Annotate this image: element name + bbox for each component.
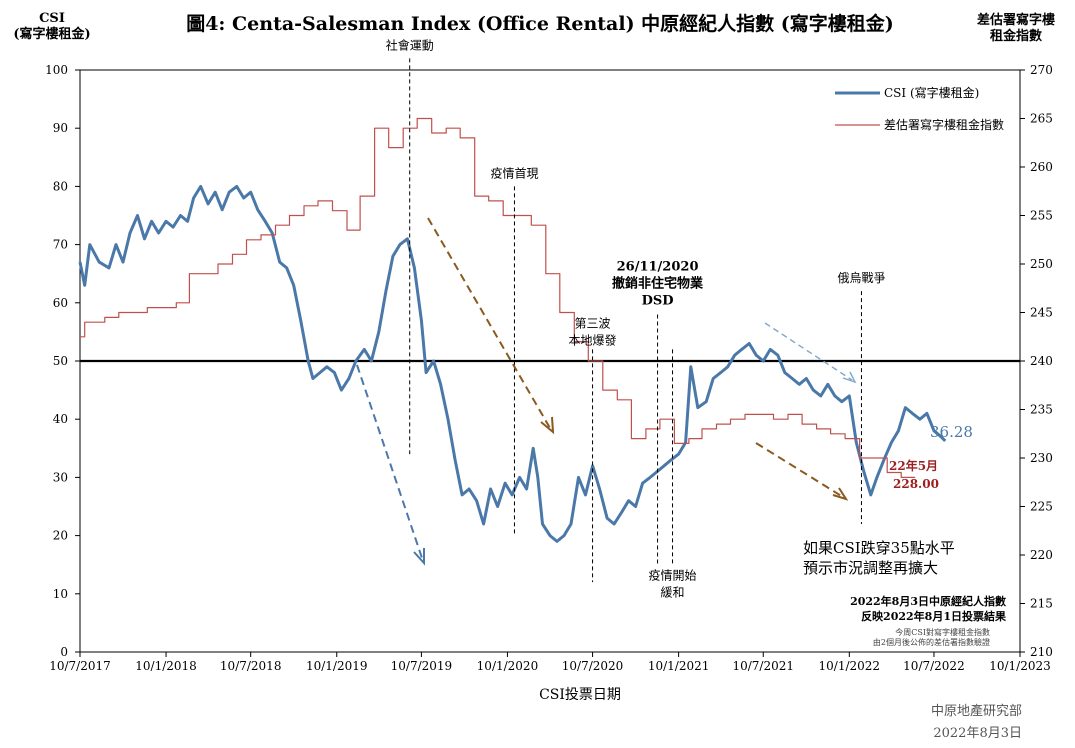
x-tick-label: 10/7/2020	[562, 659, 624, 673]
note-small-line1: 今周CSI對寫字樓租金指數	[895, 627, 990, 637]
y-right-tick-label: 225	[1030, 500, 1053, 514]
arrows	[356, 217, 857, 566]
source-label: 中原地產研究部	[931, 703, 1022, 719]
event-label-ease: 緩和	[661, 586, 685, 600]
event-label-ease: 疫情開始	[649, 568, 697, 583]
arrow-blue-down-2-head	[842, 371, 857, 384]
event-label-wave3: 本地爆發	[569, 332, 617, 347]
event-label-wave3: 第三波	[575, 316, 611, 330]
y-right-tick-label: 215	[1030, 597, 1053, 611]
y-left-tick-label: 0	[60, 645, 68, 659]
legend-label-dsd: 差估署寫字樓租金指數	[884, 117, 1004, 132]
date-label: 2022年8月3日	[933, 726, 1022, 741]
y-right-tick-label: 265	[1030, 112, 1053, 126]
y-right-tick-label: 245	[1030, 306, 1053, 320]
y-right-tick-label: 255	[1030, 209, 1053, 223]
x-tick-label: 10/7/2022	[903, 659, 965, 673]
note-csi-35-line1: 如果CSI跌穿35點水平	[803, 539, 955, 557]
arrow-brown-down-1	[427, 217, 551, 429]
x-tick-label: 10/1/2022	[819, 659, 881, 673]
x-axis-label: CSI投票日期	[539, 687, 621, 703]
event-label-dsd: DSD	[642, 293, 674, 308]
x-tick-label: 10/1/2023	[989, 659, 1051, 673]
ticks-layer: 0 10 20 30 40 50 60 70 80 90 100 210 215 220 225 230 235…	[45, 63, 1053, 673]
x-tick-label: 10/1/2021	[648, 659, 710, 673]
y-left-tick-label: 10	[53, 587, 68, 601]
y-right-tick-label: 220	[1030, 548, 1053, 562]
event-label-war: 俄烏戰爭	[837, 271, 885, 285]
y-right-tick-label: 260	[1030, 160, 1053, 174]
dsd-last-value: 228.00	[893, 477, 939, 491]
y-left-tick-label: 70	[53, 238, 68, 252]
y-right-tick-label: 230	[1030, 451, 1053, 465]
note-date-line2: 反映2022年8月1日投票結果	[861, 609, 1006, 623]
chart-title: 圖4: Centa-Salesman Index (Office Rental)…	[186, 12, 894, 35]
y-right-tick-label: 250	[1030, 257, 1053, 271]
arrow-brown-down-2-head	[832, 487, 849, 501]
y-right-tick-label: 240	[1030, 354, 1053, 368]
left-axis-title-line1: CSI	[39, 11, 65, 26]
series-line-dsd	[80, 117, 916, 478]
event-label-social: 社會運動	[386, 37, 434, 52]
note-date-line1: 2022年8月3日中原經紀人指數	[850, 594, 1006, 608]
y-left-tick-label: 80	[53, 179, 68, 193]
note-small-line2: 由2個月後公佈的差估署指數驗證	[873, 637, 990, 647]
y-left-tick-label: 30	[53, 470, 68, 484]
arrow-brown-down-1-head	[540, 416, 555, 435]
arrow-blue-down-1-head	[413, 548, 425, 566]
y-left-tick-label: 20	[53, 529, 68, 543]
event-label-dsd: 26/11/2020	[617, 259, 699, 274]
legend: CSI (寫字樓租金) 差估署寫字樓租金指數	[835, 85, 1004, 132]
right-axis-title-line1: 差估署寫字樓	[977, 12, 1055, 28]
y-right-tick-label: 210	[1030, 645, 1053, 659]
y-left-tick-label: 50	[53, 354, 68, 368]
arrow-blue-down-1	[356, 364, 423, 559]
csi-last-value: 36.28	[930, 423, 973, 441]
y-left-tick-label: 40	[53, 412, 68, 426]
dsd-last-date: 22年5月	[889, 458, 938, 473]
y-right-tick-label: 270	[1030, 63, 1053, 77]
left-axis-title-line2: (寫字樓租金)	[13, 26, 90, 42]
y-left-tick-label: 100	[45, 63, 68, 77]
x-tick-label: 10/1/2020	[477, 659, 539, 673]
right-axis-title-line2: 租金指數	[990, 28, 1042, 44]
x-tick-label: 10/1/2018	[135, 659, 197, 673]
legend-label-csi: CSI (寫字樓租金)	[884, 85, 979, 100]
arrow-brown-down-2	[755, 442, 844, 498]
y-right-tick-label: 235	[1030, 403, 1053, 417]
x-tick-label: 10/7/2021	[732, 659, 794, 673]
x-tick-label: 10/1/2019	[306, 659, 368, 673]
x-tick-label: 10/7/2018	[220, 659, 282, 673]
series-layer	[78, 117, 1020, 543]
series-line-csi	[78, 184, 947, 543]
x-tick-label: 10/7/2017	[49, 659, 111, 673]
x-tick-label: 10/7/2019	[391, 659, 453, 673]
note-csi-35-line2: 預示市況調整再擴大	[803, 559, 938, 577]
y-left-tick-label: 60	[53, 296, 68, 310]
event-label-dsd: 撤銷非住宅物業	[612, 275, 704, 291]
y-left-tick-label: 90	[53, 121, 68, 135]
arrow-blue-down-2	[764, 322, 853, 381]
event-label-pandemic: 疫情首現	[490, 165, 538, 180]
